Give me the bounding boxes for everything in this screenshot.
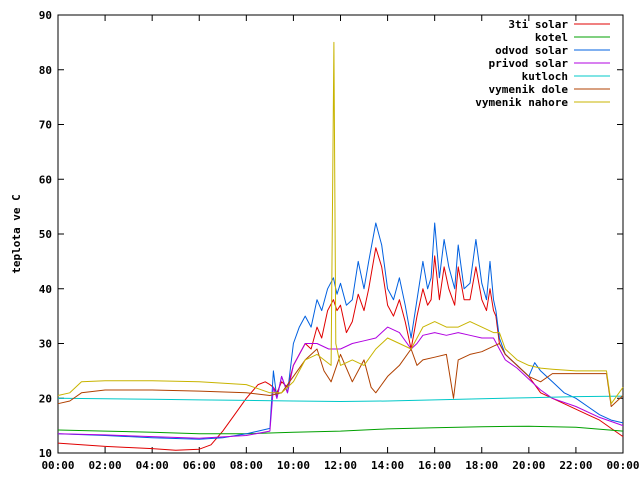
axis-ticks: 10 20 30 40 50 60 70 80 90 00:00 02:00 04:00 06:00 08… [39, 9, 640, 472]
series-line-kutloch [57, 395, 624, 402]
x-tick-label: 00:00 [606, 459, 639, 472]
x-tick-label: 04:00 [136, 459, 169, 472]
x-tick-label: 20:00 [512, 459, 545, 472]
legend-label: odvod solar [495, 44, 568, 57]
y-tick-label: 10 [39, 447, 52, 460]
y-tick-label: 70 [39, 119, 52, 132]
y-tick-label: 30 [39, 338, 52, 351]
legend-label: vymenik nahore [475, 96, 568, 109]
legend-label: kutloch [522, 70, 568, 83]
y-tick-label: 50 [39, 228, 52, 241]
y-tick-label: 90 [39, 9, 52, 22]
x-tick-label: 22:00 [559, 459, 592, 472]
series-line-3ti-solar [57, 247, 624, 451]
x-tick-label: 06:00 [183, 459, 216, 472]
legend-label: privod solar [489, 57, 569, 70]
x-tick-label: 12:00 [324, 459, 357, 472]
x-tick-label: 08:00 [230, 459, 263, 472]
y-tick-label: 60 [39, 173, 52, 186]
y-tick-label: 40 [39, 283, 52, 296]
x-tick-label: 02:00 [89, 459, 122, 472]
series-line-vymenik-nahore [57, 41, 624, 405]
x-tick-label: 00:00 [41, 459, 74, 472]
x-tick-label: 16:00 [418, 459, 451, 472]
y-axis-label: teplota ve C [10, 194, 23, 273]
series-line-odvod-solar [57, 222, 624, 440]
series-line-privod-solar [57, 326, 624, 439]
legend-label: kotel [535, 31, 568, 44]
series-line-vymenik-dole [57, 343, 624, 407]
x-tick-label: 14:00 [371, 459, 404, 472]
legend-label: 3ti solar [508, 18, 568, 31]
x-tick-label: 18:00 [465, 459, 498, 472]
y-tick-label: 80 [39, 64, 52, 77]
series-lines [57, 41, 624, 451]
legend-label: vymenik dole [489, 83, 569, 96]
series-line-kotel [57, 425, 624, 435]
y-tick-label: 20 [39, 392, 52, 405]
x-tick-label: 10:00 [277, 459, 310, 472]
